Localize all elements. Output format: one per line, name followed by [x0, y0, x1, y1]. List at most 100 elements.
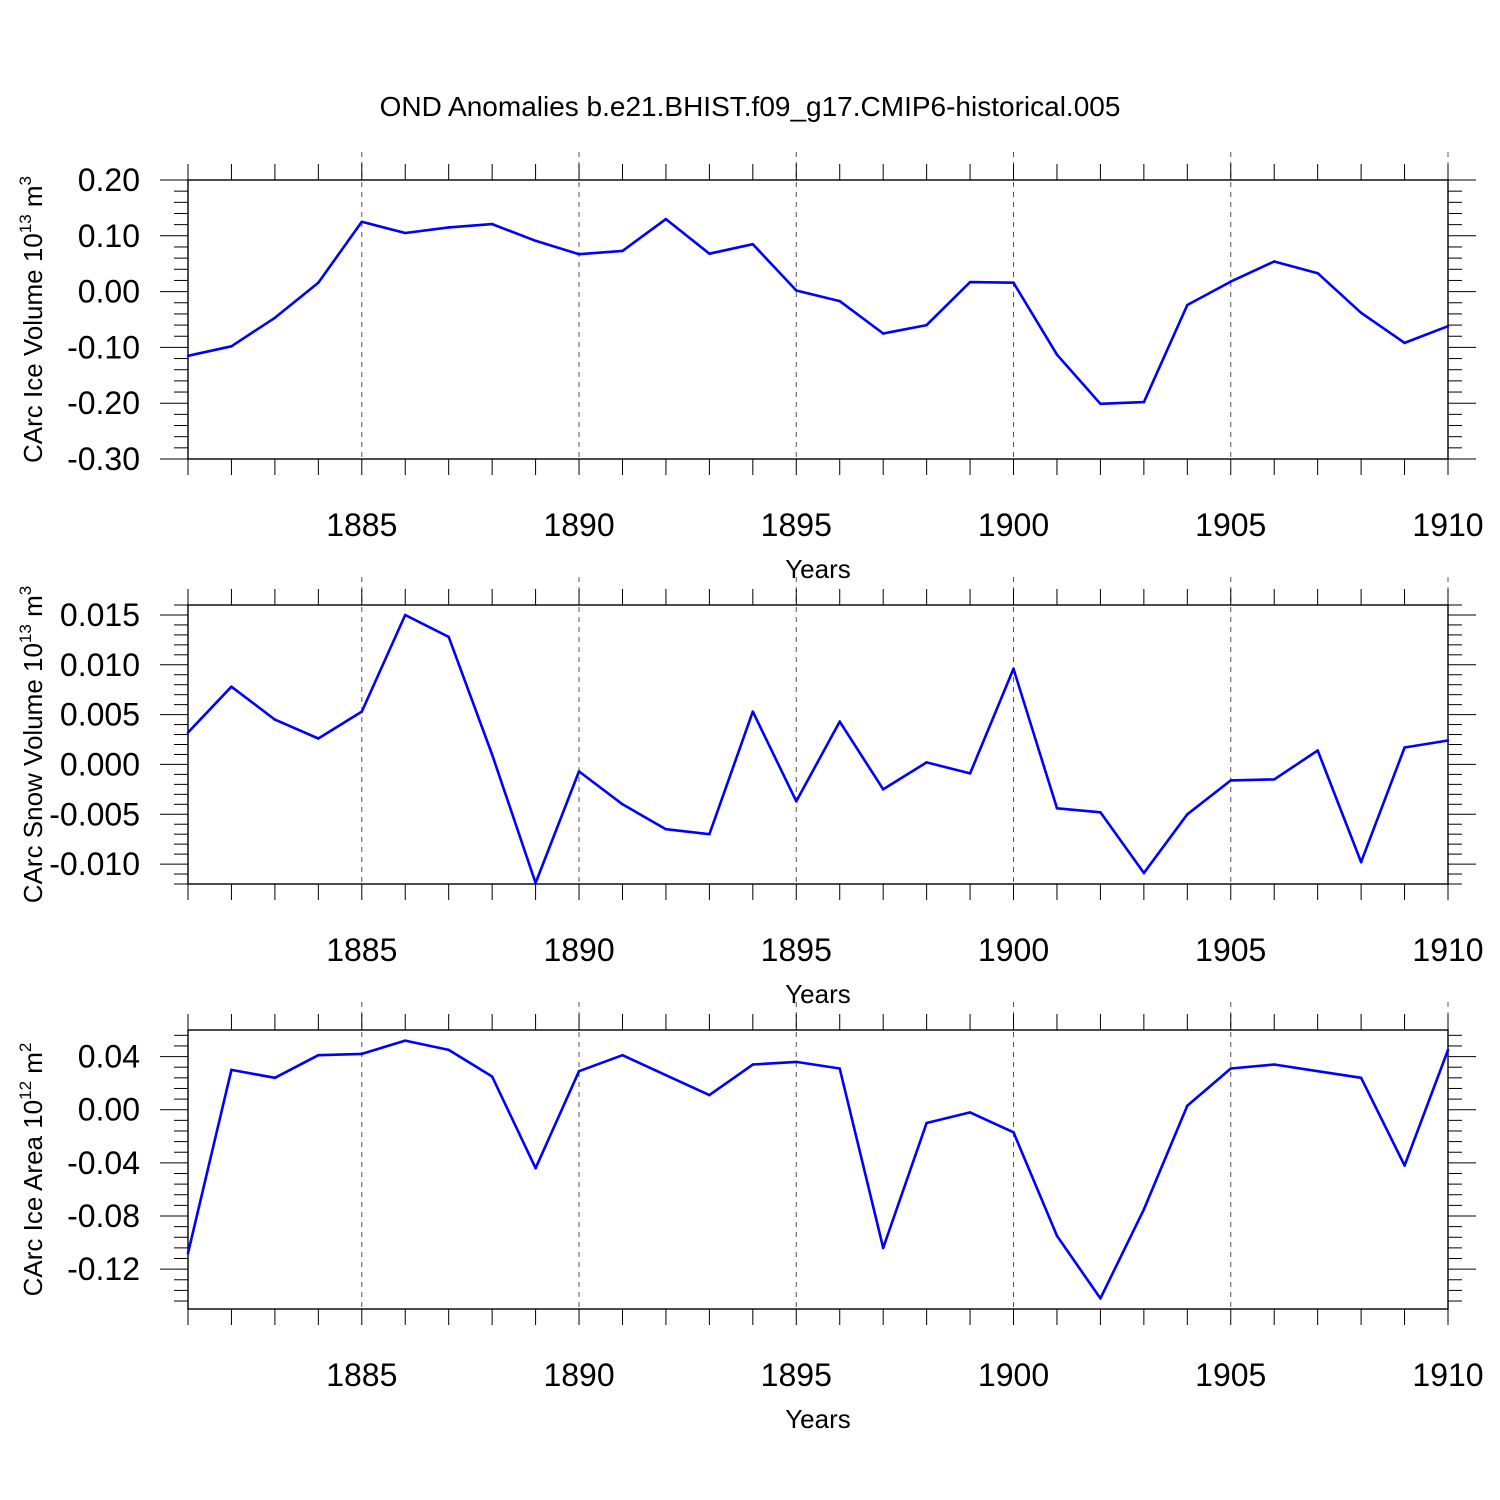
plot-frame [187, 604, 1449, 885]
data-point [1229, 280, 1233, 283]
x-tick-label: 1885 [326, 1357, 397, 1393]
data-point [577, 252, 581, 256]
data-point [664, 827, 668, 831]
data-point [534, 881, 537, 885]
x-tick-label: 1895 [761, 932, 832, 968]
data-point [230, 685, 233, 689]
data-point [1316, 1069, 1319, 1073]
data-point [1099, 1297, 1102, 1300]
y-tick-label: -0.08 [67, 1198, 140, 1234]
data-point [1055, 806, 1059, 810]
data-point [664, 217, 668, 221]
data-point [794, 799, 798, 803]
data-point [1446, 739, 1450, 742]
x-tick-label: 1900 [978, 932, 1049, 968]
x-tick-label: 1885 [326, 932, 397, 968]
data-point [317, 281, 320, 284]
panels: 0.20 0.10 0.00 -0.10 -0.20 -0.30 1885 1890 1895 1… [16, 152, 1484, 1434]
data-point [1142, 400, 1146, 404]
data-point [360, 220, 364, 224]
x-tick-label: 1910 [1412, 932, 1483, 968]
data-point [708, 1093, 711, 1097]
y-tick-label: -0.20 [67, 385, 140, 421]
y-label-exponent: 12 [16, 1081, 35, 1100]
x-tick-label: 1885 [326, 507, 397, 543]
y-tick-label: 0.015 [60, 597, 140, 633]
series-line [187, 217, 1449, 406]
x-tick-label: 1895 [761, 507, 832, 543]
data-point [447, 635, 450, 639]
data-point [881, 1246, 885, 1250]
data-point [577, 770, 581, 773]
data-point [1142, 1208, 1146, 1211]
data-point [968, 280, 972, 284]
data-point [925, 323, 928, 327]
y-tick-label: -0.12 [67, 1251, 140, 1287]
data-point [1272, 778, 1276, 781]
data-point [1446, 324, 1450, 328]
data-point [403, 1039, 407, 1042]
series-line [187, 613, 1449, 885]
y-label-text: CArc Ice Volume 10 [18, 233, 48, 463]
series-line [186, 1039, 1450, 1300]
plot-frame [187, 179, 1449, 460]
x-tick-label: 1895 [761, 1357, 832, 1393]
data-point [968, 772, 972, 775]
data-point [534, 239, 537, 243]
data-point [751, 710, 755, 713]
y-label-exponent: 13 [16, 624, 35, 643]
data-point [186, 354, 190, 358]
y-tick-label: 0.00 [78, 274, 140, 310]
data-point [1229, 779, 1233, 782]
data-point [1272, 1063, 1276, 1066]
y-tick-label: -0.010 [49, 846, 140, 882]
data-point [186, 731, 190, 734]
data-point [708, 252, 711, 255]
data-point [751, 242, 755, 246]
y-label-exponent: 13 [16, 214, 35, 233]
data-point [1229, 1067, 1233, 1070]
data-point [838, 720, 842, 723]
data-point [403, 231, 407, 235]
data-point [621, 1053, 624, 1057]
data-point [447, 226, 450, 229]
y-label-unit-exponent: 2 [16, 1043, 35, 1052]
y-axis-label: CArc Ice Volume 1013 m3 [16, 176, 48, 463]
data-point [230, 344, 233, 348]
y-tick-label: 0.10 [78, 218, 140, 254]
data-point [273, 316, 277, 320]
data-point [1055, 1234, 1059, 1238]
data-point [838, 299, 842, 303]
y-tick-label: -0.005 [49, 796, 140, 832]
data-point [360, 1052, 364, 1056]
data-point [1316, 271, 1319, 275]
data-point [317, 737, 320, 740]
y-label-unit-exponent: 3 [16, 586, 35, 595]
data-point [794, 1060, 798, 1064]
x-tick-label: 1910 [1412, 1357, 1483, 1393]
data-point [1359, 860, 1363, 864]
data-point [925, 761, 928, 764]
data-point [490, 753, 494, 756]
x-tick-label: 1905 [1195, 932, 1266, 968]
x-axis-label: Years [785, 979, 851, 1009]
y-tick-label: -0.30 [67, 441, 140, 477]
y-label-unit: m [18, 595, 48, 624]
x-axis-label: Years [785, 554, 851, 584]
x-tick-label: 1905 [1195, 507, 1266, 543]
data-point [273, 718, 277, 721]
data-point [1359, 1076, 1363, 1080]
data-point [534, 1166, 537, 1170]
data-point [1403, 341, 1406, 345]
data-point [230, 1068, 233, 1072]
y-label-unit-exponent: 3 [16, 176, 35, 185]
data-point [621, 802, 624, 806]
data-point [490, 1075, 494, 1078]
panel-1: 0.20 0.10 0.00 -0.10 -0.20 -0.30 1885 1890 1895 1… [16, 152, 1484, 584]
data-point [838, 1067, 842, 1070]
data-point [1055, 353, 1059, 356]
y-axis-label: CArc Snow Volume 1013 m3 [16, 586, 48, 903]
data-point [1446, 1048, 1450, 1052]
x-tick-label: 1910 [1412, 507, 1483, 543]
